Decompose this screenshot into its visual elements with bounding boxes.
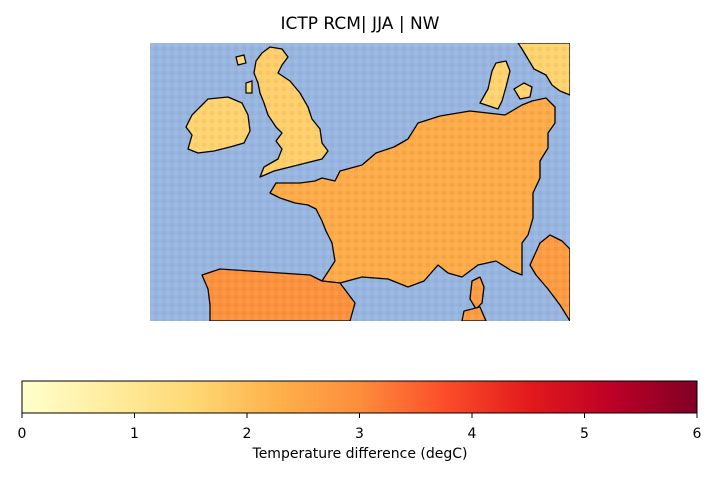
map-svg (150, 43, 570, 321)
colorbar-tick-label: 0 (18, 426, 27, 442)
colorbar-tick-label: 4 (468, 426, 477, 442)
colorbar-gradient (21, 380, 698, 414)
colorbar-tick-label: 3 (355, 426, 364, 442)
map-panel (150, 43, 570, 321)
colorbar-tick-label: 5 (580, 426, 589, 442)
map-title: ICTP RCM| JJA | NW (280, 14, 440, 34)
colorbar-tick-label: 2 (243, 426, 252, 442)
colorbar-tick-label: 6 (693, 426, 702, 442)
orkney-island (235, 54, 247, 66)
colorbar-tick-label: 1 (130, 426, 139, 442)
hebrides-island (245, 80, 253, 94)
colorbar-ticks: 0 1 2 3 4 5 6 (18, 413, 702, 442)
colorbar-label: Temperature difference (degC) (252, 446, 468, 462)
